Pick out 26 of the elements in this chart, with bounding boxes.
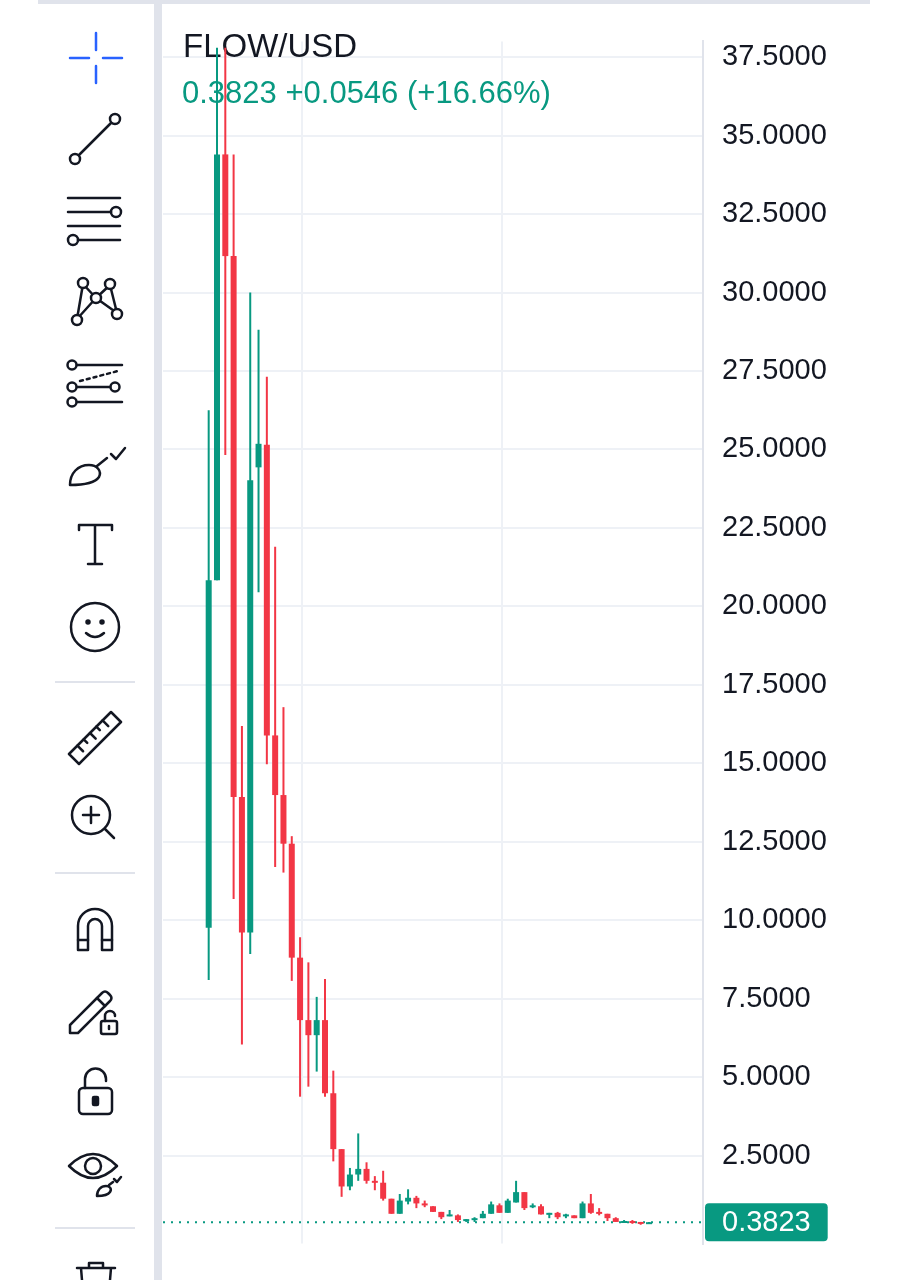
y-tick-label: 7.5000 — [722, 980, 811, 1013]
candlestick — [305, 961, 312, 1088]
y-tick-label: 35.0000 — [722, 117, 827, 150]
y-tick-label: 12.5000 — [722, 823, 827, 856]
y-tick-label: 2.5000 — [722, 1137, 811, 1170]
candlestick — [363, 1161, 370, 1185]
y-tick-label: 20.0000 — [722, 588, 827, 621]
y-tick-label: 17.5000 — [722, 666, 827, 699]
y-tick-label: 5.0000 — [722, 1059, 811, 1092]
y-tick-label: 10.0000 — [722, 902, 827, 935]
y-tick-label: 15.0000 — [722, 745, 827, 778]
y-tick-label: 32.5000 — [722, 196, 827, 229]
candlestick — [313, 995, 320, 1073]
y-tick-label: 30.0000 — [722, 274, 827, 307]
y-tick-label: 37.5000 — [722, 39, 827, 72]
y-tick-label: 25.0000 — [722, 431, 827, 464]
candlestick — [355, 1132, 362, 1182]
chart-title: FLOW/USD — [183, 27, 358, 64]
y-tick-label: 22.5000 — [722, 509, 827, 542]
candlestick — [255, 328, 262, 594]
ref-line-label: 0.3823 — [722, 1205, 811, 1238]
candlestick — [346, 1166, 353, 1192]
y-tick-label: 27.5000 — [722, 352, 827, 385]
candlestick — [380, 1169, 387, 1202]
candlestick — [587, 1193, 594, 1215]
candlestick — [396, 1193, 403, 1215]
